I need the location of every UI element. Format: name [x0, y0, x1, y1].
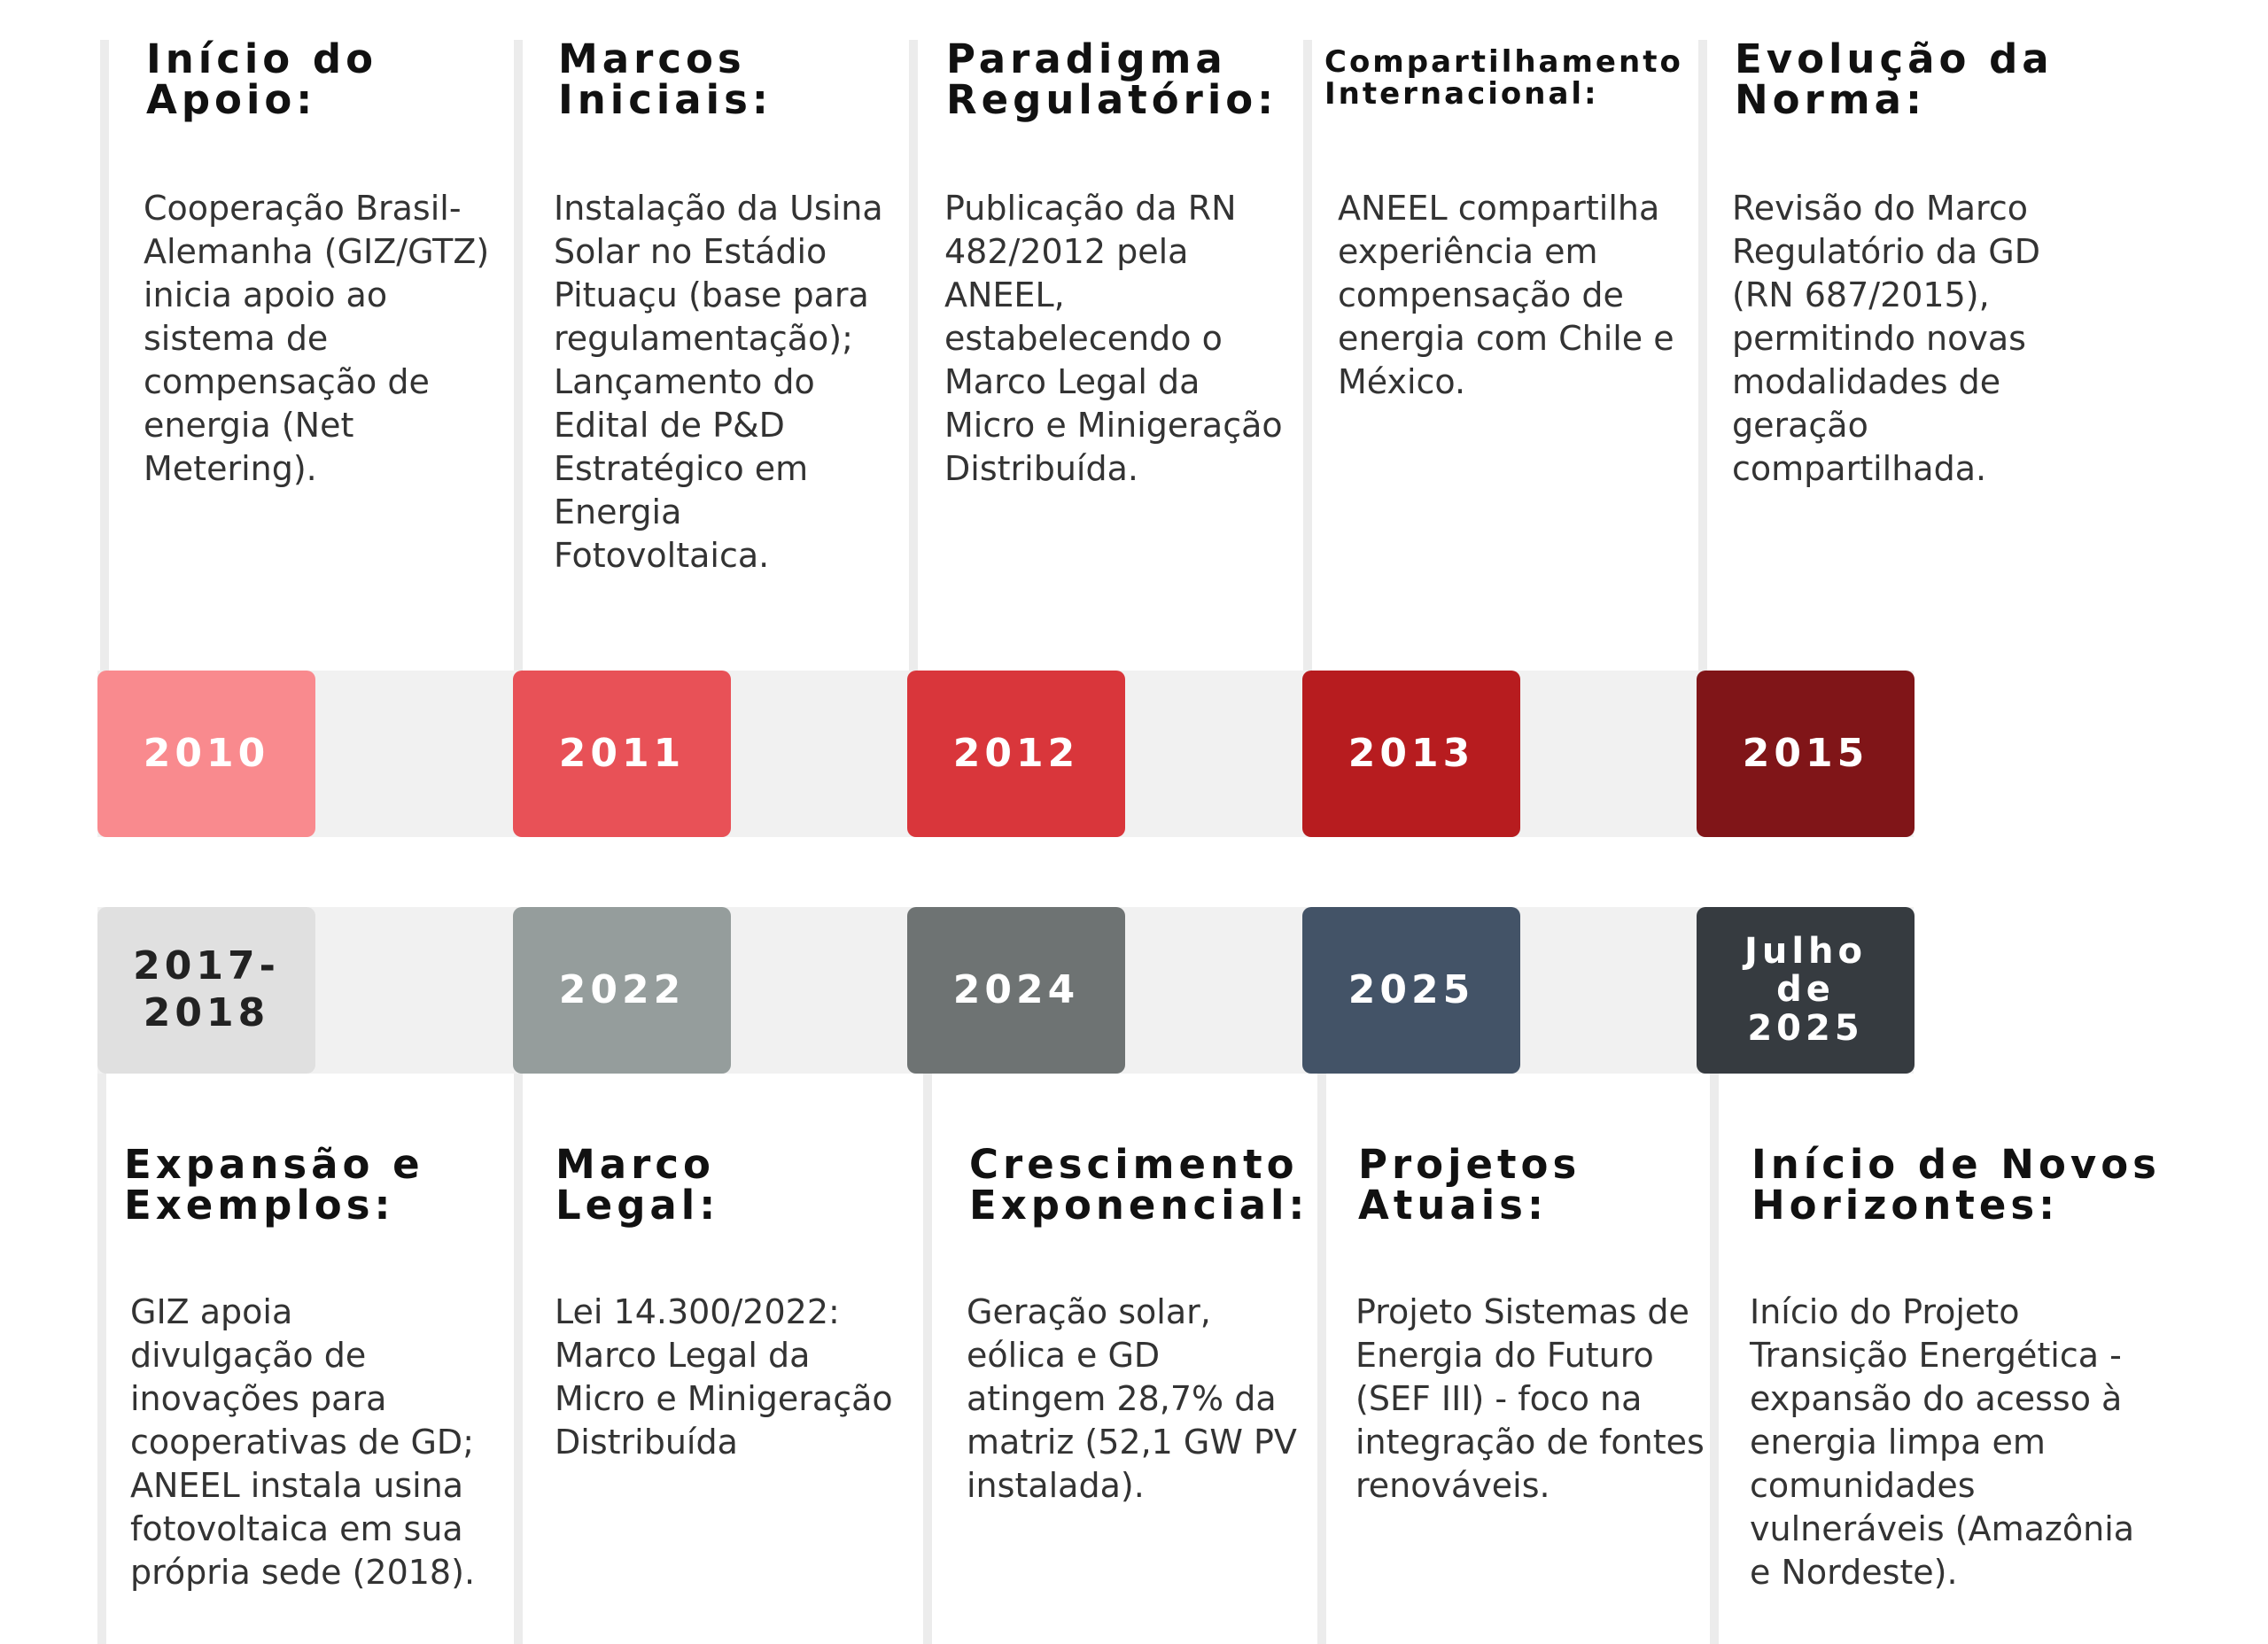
year-badge: 2012 [907, 671, 1125, 837]
milestone-heading: Evolução da Norma: [1735, 35, 2054, 123]
milestone-heading: Expansão e Exemplos: [124, 1141, 424, 1229]
bottom-column-divider [514, 1074, 523, 1644]
milestone-description: Geração solar, eólica e GD atingem 28,7%… [967, 1292, 1297, 1505]
bottom-column-divider [1710, 1074, 1719, 1644]
milestone-heading: Marco Legal: [555, 1141, 720, 1229]
year-badge: 2025 [1302, 907, 1520, 1074]
year-badge: 2011 [513, 671, 731, 837]
year-badge: 2017-2018 [97, 907, 315, 1074]
milestone-heading: Paradigma Regulatório: [946, 35, 1278, 123]
milestone-heading: Marcos Iniciais: [558, 35, 773, 123]
bottom-column-divider [1317, 1074, 1326, 1644]
year-badge: 2015 [1697, 671, 1915, 837]
year-badge: 2013 [1302, 671, 1520, 837]
top-column-divider [100, 40, 109, 678]
year-badge: 2010 [97, 671, 315, 837]
year-badge: 2022 [513, 907, 731, 1074]
milestone-description: Cooperação Brasil-Alemanha (GIZ/GTZ) ini… [144, 189, 490, 488]
top-column-divider [1698, 40, 1707, 678]
year-badge: Julho de 2025 [1697, 907, 1915, 1074]
milestone-heading: Início do Apoio: [146, 35, 378, 123]
milestone-description: Instalação da Usina Solar no Estádio Pit… [554, 189, 883, 575]
top-column-divider [909, 40, 918, 678]
milestone-description: Lei 14.300/2022: Marco Legal da Micro e … [555, 1292, 893, 1462]
milestone-description: Projeto Sistemas de Energia do Futuro (S… [1355, 1292, 1705, 1505]
bottom-column-divider [97, 1074, 106, 1644]
top-column-divider [514, 40, 523, 678]
milestone-description: Revisão do Marco Regulatório da GD (RN 6… [1732, 189, 2040, 488]
milestone-description: GIZ apoia divulgação de inovações para c… [130, 1292, 476, 1592]
milestone-description: Início do Projeto Transição Energética -… [1750, 1292, 2135, 1592]
bottom-column-divider [923, 1074, 932, 1644]
milestone-heading: Compartilhamento Internacional: [1324, 44, 1683, 112]
milestone-heading: Projetos Atuais: [1358, 1141, 1581, 1229]
milestone-description: Publicação da RN 482/2012 pela ANEEL, es… [944, 189, 1283, 488]
milestone-heading: Início de Novos Horizontes: [1751, 1141, 2161, 1229]
year-badge: 2024 [907, 907, 1125, 1074]
top-column-divider [1303, 40, 1312, 678]
milestone-heading: Crescimento Exponencial: [969, 1141, 1309, 1229]
milestone-description: ANEEL compartilha experiência em compens… [1338, 189, 1674, 401]
